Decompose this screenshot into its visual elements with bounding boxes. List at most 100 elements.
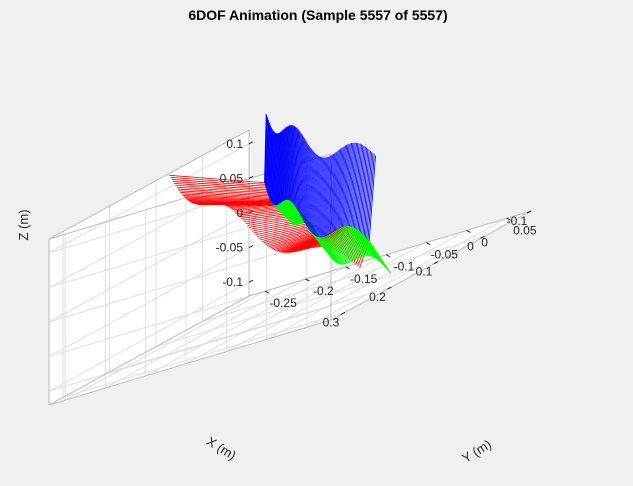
z-axis-vector bbox=[268, 125, 271, 196]
z-axis-vector bbox=[312, 155, 318, 235]
z-tick-label: -0.1 bbox=[222, 275, 243, 289]
z-axis-vector bbox=[350, 142, 357, 227]
z-axis-vector bbox=[306, 147, 312, 226]
axis-ticks: -0.1-0.0500.050.1-0.100.10.20.3-0.25-0.2… bbox=[216, 137, 537, 330]
z-axis-vector bbox=[366, 153, 374, 239]
y-axis-vector bbox=[350, 226, 373, 258]
y-axis-vector bbox=[332, 231, 355, 261]
z-axis-vector bbox=[285, 125, 290, 200]
z-axis-vector bbox=[276, 132, 281, 205]
box-edge bbox=[48, 129, 250, 240]
y-axis-vector bbox=[282, 200, 304, 223]
y-axis-vector bbox=[339, 227, 362, 258]
x-tick-label: 0.2 bbox=[369, 290, 386, 304]
y-axis-vector bbox=[358, 230, 382, 263]
grid-line-z-wall-y bbox=[48, 177, 250, 288]
box-edge bbox=[48, 319, 332, 406]
y-tick-label: -0.05 bbox=[431, 248, 459, 262]
y-axis-vector bbox=[327, 235, 349, 264]
grid-line-z-wall-y bbox=[48, 143, 250, 254]
y-axis-vector bbox=[329, 233, 352, 263]
z-axis-vector bbox=[316, 157, 323, 237]
z-axis-vector bbox=[270, 130, 274, 202]
grid-line-y-floor bbox=[266, 229, 467, 340]
x-axis-vector bbox=[271, 235, 316, 250]
y-axis-vector bbox=[283, 200, 305, 223]
z-axis-vector bbox=[319, 157, 326, 238]
z-axis-vector bbox=[328, 153, 335, 235]
z-axis-vector bbox=[357, 145, 365, 231]
grid-line-y-floor bbox=[306, 217, 508, 328]
x-tick-mark bbox=[526, 210, 532, 214]
z-axis-vector bbox=[282, 127, 287, 201]
z-axis-vector bbox=[265, 118, 269, 188]
x-tick-mark bbox=[340, 311, 346, 315]
box-edge bbox=[248, 210, 532, 297]
x-axis-vector bbox=[263, 230, 311, 244]
z-axis-vector bbox=[344, 143, 351, 227]
z-axis-vector bbox=[291, 126, 296, 202]
z-axis-vector bbox=[352, 143, 360, 228]
z-axis-vector bbox=[266, 119, 269, 190]
z-axis-vector bbox=[331, 151, 338, 233]
z-axis-vector bbox=[276, 132, 280, 206]
z-axis-vector bbox=[289, 125, 294, 201]
x-axis-vector bbox=[181, 193, 270, 199]
z-axis-vector bbox=[280, 129, 285, 203]
z-axis-vector bbox=[314, 156, 320, 236]
z-tick-label: 0.05 bbox=[220, 171, 244, 185]
z-axis-vector bbox=[313, 155, 319, 235]
z-axis-vector bbox=[318, 157, 325, 238]
x-axis-vector bbox=[180, 192, 270, 198]
y-tick-mark bbox=[385, 254, 391, 258]
grid-line-x-floor bbox=[155, 261, 439, 348]
y-tick-label: -0.2 bbox=[313, 284, 334, 298]
x-tick-mark bbox=[433, 261, 439, 265]
z-axis-vector bbox=[320, 157, 327, 238]
x-axis-vector bbox=[185, 197, 272, 203]
grid-line-z-wall-y bbox=[48, 212, 250, 323]
x-tick-label: 0.3 bbox=[323, 315, 340, 329]
grid-line-y-floor bbox=[145, 266, 346, 377]
x-axis-vector bbox=[174, 183, 267, 191]
y-axis-vector bbox=[344, 225, 367, 257]
z-axis-vector bbox=[327, 154, 333, 236]
z-axis-vector bbox=[287, 125, 292, 200]
z-axis-vector bbox=[297, 133, 303, 211]
x-axis-vector bbox=[170, 176, 265, 185]
z-axis-vector bbox=[269, 129, 273, 200]
grid-line-x-floor bbox=[109, 286, 392, 373]
z-axis-vector bbox=[347, 142, 355, 226]
grid-line-z-wall-x bbox=[48, 201, 332, 288]
z-axis-vector bbox=[355, 144, 362, 229]
y-axis-vector bbox=[342, 226, 364, 257]
z-axis-vector bbox=[272, 132, 276, 204]
z-axis-vector bbox=[286, 125, 291, 200]
y-axis-vector bbox=[318, 236, 341, 265]
z-axis-vector bbox=[290, 125, 295, 202]
z-axis-vector bbox=[325, 155, 331, 237]
z-tick-mark bbox=[248, 175, 254, 179]
z-axis-vector bbox=[326, 155, 332, 236]
z-axis-vector bbox=[335, 148, 342, 231]
box-edge bbox=[48, 295, 250, 406]
z-axis-vector bbox=[329, 152, 336, 235]
x-tick-mark bbox=[387, 286, 392, 290]
z-axis-vector bbox=[351, 143, 359, 227]
z-axis-vector bbox=[271, 131, 275, 203]
x-axis-vector bbox=[261, 229, 310, 242]
x-axis-vector bbox=[188, 200, 273, 205]
z-axis-vector bbox=[288, 125, 294, 201]
z-axis-vector bbox=[360, 147, 368, 233]
z-axis-vector bbox=[363, 150, 371, 236]
x-tick-label: 0 bbox=[467, 239, 474, 253]
z-axis-label: Z (m) bbox=[16, 209, 31, 240]
x-axis-vector bbox=[190, 201, 274, 205]
z-tick-mark bbox=[248, 210, 254, 214]
z-axis-vector bbox=[277, 132, 281, 205]
z-axis-vector bbox=[361, 148, 369, 234]
y-axis-vector bbox=[343, 226, 366, 257]
z-axis-vector bbox=[307, 150, 313, 229]
x-axis-vector bbox=[171, 179, 266, 187]
